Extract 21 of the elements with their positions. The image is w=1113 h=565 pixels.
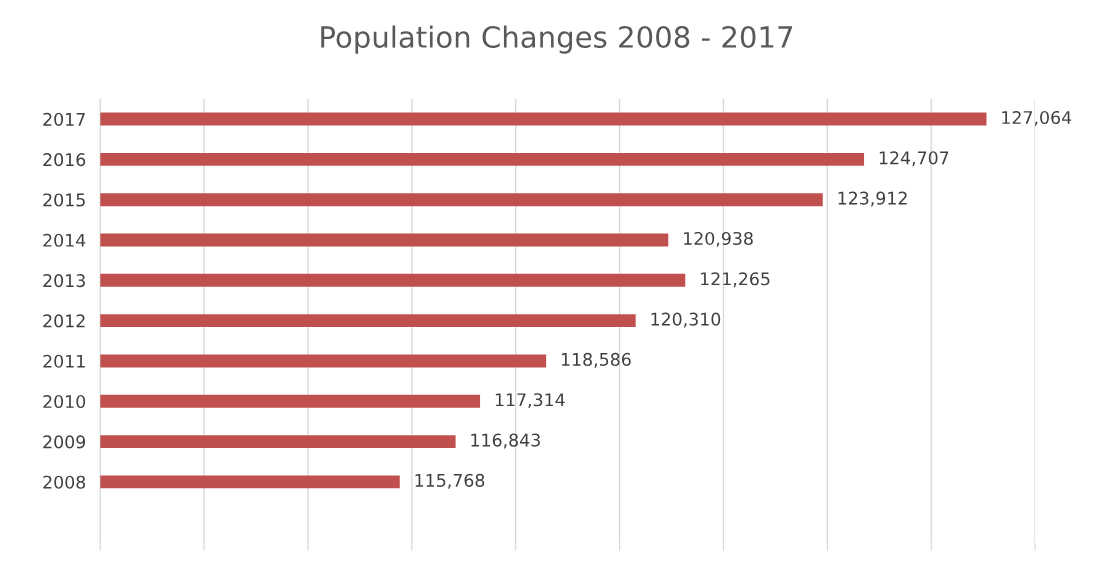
y-tick-label: 2009	[43, 435, 86, 449]
y-tick-label: 2012	[43, 314, 85, 328]
data-label: 124,707	[879, 151, 949, 167]
data-label: 120,310	[651, 312, 721, 328]
data-label: 117,314	[495, 393, 565, 409]
data-label: 116,843	[471, 433, 540, 449]
data-label: 127,064	[1002, 110, 1072, 126]
y-tick-label: 2016	[43, 153, 86, 167]
y-tick-label: 2015	[43, 193, 85, 207]
y-tick-label: 2013	[43, 274, 85, 288]
data-label: 123,912	[838, 191, 907, 207]
y-tick-label: 2011	[43, 354, 85, 368]
y-tick-label: 2008	[43, 475, 86, 489]
y-tick-label: 2017	[43, 112, 85, 126]
data-label: 121,265	[701, 272, 770, 288]
y-tick-label: 2014	[43, 233, 86, 247]
chart-title: Population Changes 2008 - 2017	[321, 25, 793, 54]
data-label: 120,938	[684, 231, 753, 247]
y-tick-label: 2010	[43, 394, 86, 409]
data-label: 118,586	[561, 352, 631, 368]
data-label: 115,768	[415, 473, 485, 489]
